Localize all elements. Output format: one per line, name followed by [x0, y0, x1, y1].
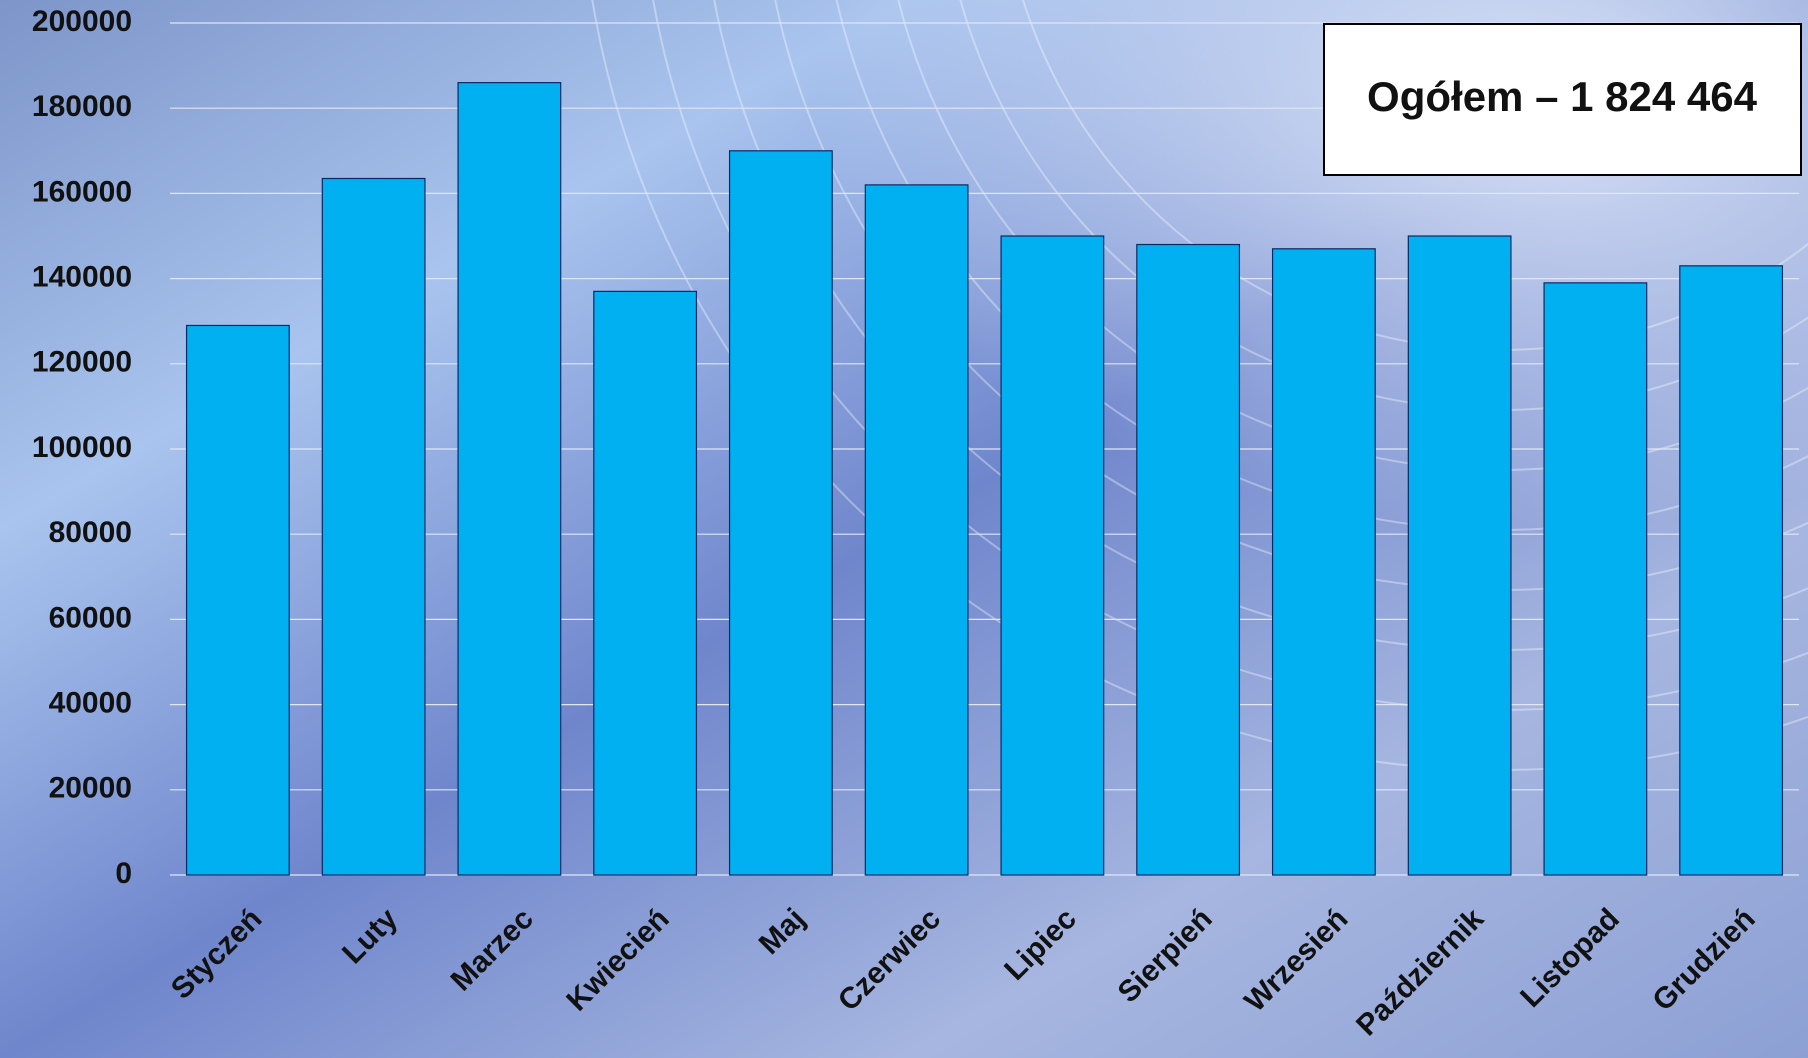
bar: [1543, 282, 1648, 876]
y-tick-label: 0: [115, 857, 132, 890]
bar: [1271, 248, 1376, 876]
y-tick-label: 100000: [32, 431, 132, 464]
y-tick-label: 60000: [49, 601, 132, 634]
bar: [593, 290, 698, 876]
y-tick-label: 120000: [32, 346, 132, 379]
annotation-box: [1323, 23, 1802, 176]
annotation: Ogółem – 1 824 464: [1367, 73, 1758, 120]
bar: [728, 150, 833, 876]
bar: [457, 82, 562, 876]
y-tick-label: 140000: [32, 261, 132, 294]
y-tick-label: 180000: [32, 90, 132, 123]
y-tick-label: 160000: [32, 175, 132, 208]
bar: [321, 177, 426, 876]
bar: [185, 324, 290, 876]
bar: [1136, 243, 1241, 876]
bar: [864, 184, 969, 876]
y-tick-label: 20000: [49, 772, 132, 805]
bar: [1000, 235, 1105, 876]
bar: [1679, 265, 1784, 876]
y-tick-label: 200000: [32, 5, 132, 38]
y-tick-label: 40000: [49, 687, 132, 720]
y-tick-label: 80000: [49, 516, 132, 549]
bar: [1407, 235, 1512, 876]
